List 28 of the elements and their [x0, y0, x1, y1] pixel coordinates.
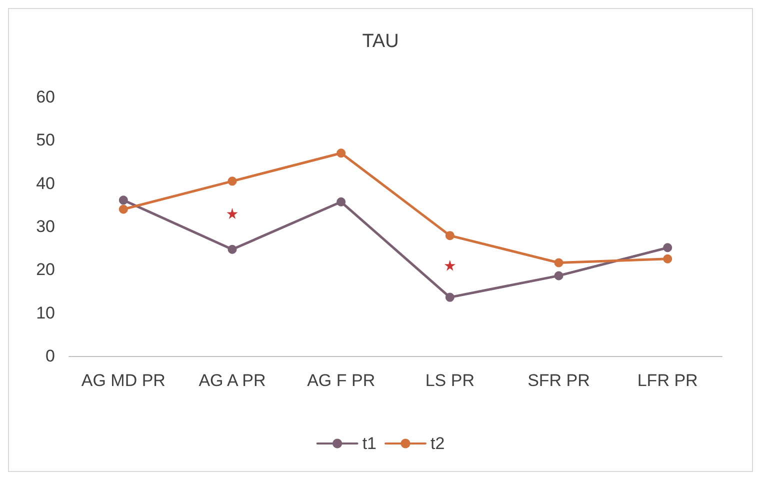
legend-label: t1: [362, 434, 377, 453]
y-tick-label: 30: [36, 217, 55, 236]
y-tick-label: 60: [36, 88, 55, 106]
point: [118, 204, 128, 214]
y-tick-label: 0: [46, 346, 55, 366]
y-tick-label: 10: [36, 303, 55, 322]
point: [554, 271, 564, 280]
point: [445, 292, 454, 302]
point: [554, 258, 564, 268]
y-tick-label: 50: [36, 130, 55, 150]
point: [118, 196, 128, 205]
point: [663, 243, 672, 252]
point: [336, 197, 346, 206]
point: [663, 254, 672, 264]
legend-label: t2: [430, 434, 445, 453]
x-tick-label: SFR PR: [528, 371, 590, 390]
point: [228, 244, 237, 254]
x-tick-label: LFR PR: [637, 371, 698, 390]
x-tick-label: AG MD PR: [81, 371, 166, 390]
x-tick-label: AG A PR: [198, 371, 266, 390]
y-tick-label: 20: [36, 260, 55, 280]
y-tick-label: 40: [36, 174, 55, 193]
point: [445, 231, 454, 240]
x-tick-label: LS PR: [425, 371, 474, 390]
x-tick-label: AG F PR: [307, 371, 376, 390]
point: [336, 148, 346, 158]
point: [228, 176, 237, 186]
chart-title: TAU: [362, 31, 399, 52]
